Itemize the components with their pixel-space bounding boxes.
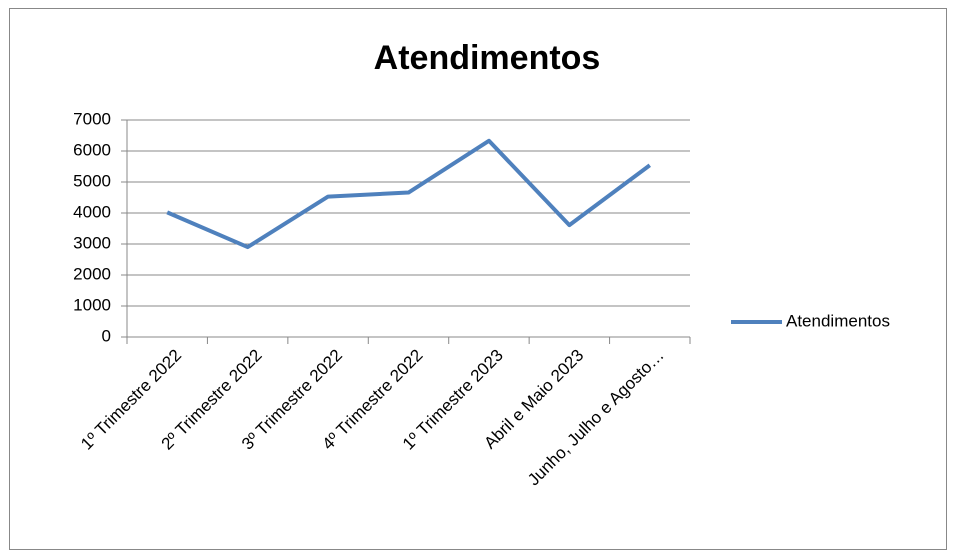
chart-title: Atendimentos (374, 39, 601, 77)
y-tick-label: 4000 (73, 202, 111, 221)
y-tick-label: 5000 (73, 171, 111, 190)
y-tick-label: 1000 (73, 295, 111, 314)
y-tick-label: 2000 (73, 264, 111, 283)
y-tick-label: 6000 (73, 140, 111, 159)
y-tick-label: 7000 (73, 109, 111, 128)
legend-label: Atendimentos (786, 311, 890, 330)
y-tick-label: 0 (102, 326, 111, 345)
series-line (166, 138, 651, 250)
chart-border (9, 8, 947, 550)
y-tick-label: 3000 (73, 233, 111, 252)
